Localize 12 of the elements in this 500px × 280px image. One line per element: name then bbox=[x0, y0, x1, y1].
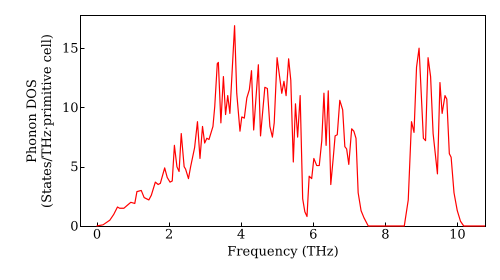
line-series bbox=[96, 25, 486, 227]
x-tick-label: 10 bbox=[449, 228, 466, 242]
x-tick-label: 4 bbox=[237, 228, 246, 242]
x-tick-label: 0 bbox=[92, 228, 102, 242]
y-tick-label: 5 bbox=[70, 160, 78, 176]
x-axis-title: Frequency (THz) bbox=[227, 244, 339, 260]
x-tick-label: 6 bbox=[309, 228, 318, 242]
y-tick-label: 10 bbox=[62, 100, 78, 116]
y-axis-title: Phonon DOS (States/THz·primitive cell) bbox=[24, 34, 55, 208]
y-tick-label: 15 bbox=[62, 42, 78, 57]
x-tick-label: 2 bbox=[165, 228, 174, 242]
x-tick-label: 8 bbox=[381, 228, 390, 242]
